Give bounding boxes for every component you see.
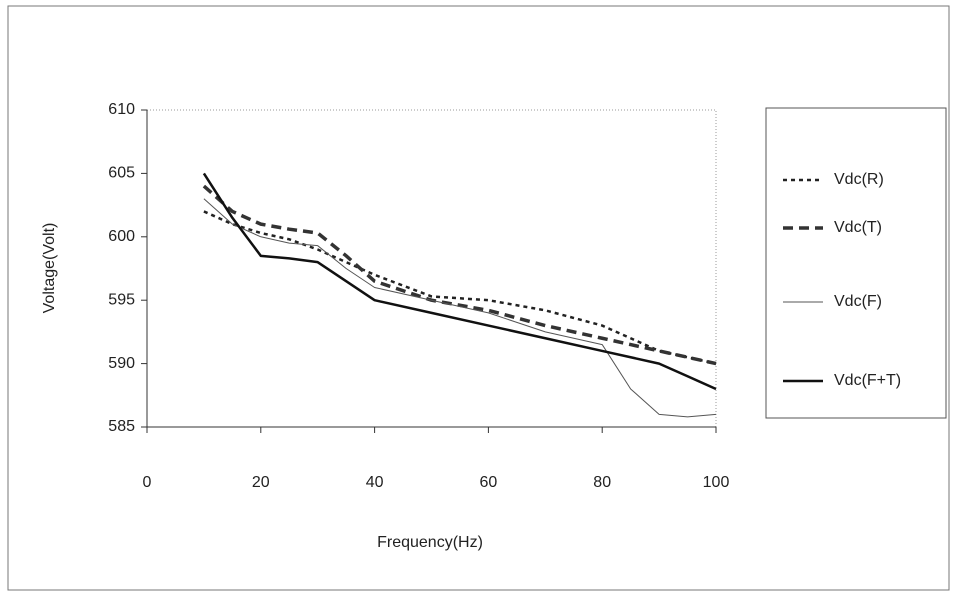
y-tick-label: 585: [108, 418, 135, 435]
x-tick-label: 100: [703, 474, 730, 491]
x-tick-label: 0: [143, 474, 152, 491]
x-tick-label: 80: [593, 474, 611, 491]
series-line: [202, 172, 717, 391]
y-tick-label: 595: [108, 291, 135, 308]
series-line: [203, 198, 717, 418]
series-line: [203, 210, 717, 365]
legend-label: Vdc(R): [834, 171, 884, 188]
y-tick-label: 600: [108, 228, 135, 245]
legend-label: Vdc(T): [834, 219, 882, 236]
legend-label: Vdc(F): [834, 293, 882, 310]
x-tick-label: 20: [252, 474, 270, 491]
x-tick-label: 40: [366, 474, 384, 491]
y-tick-label: 590: [108, 355, 135, 372]
y-axis-title: Voltage(Volt): [41, 223, 58, 314]
y-tick-label: 610: [108, 101, 135, 118]
x-tick-label: 60: [480, 474, 498, 491]
legend: [765, 107, 947, 419]
x-axis-title: Frequency(Hz): [377, 534, 483, 551]
y-tick-label: 605: [108, 165, 135, 182]
legend-label: Vdc(F+T): [834, 372, 901, 389]
